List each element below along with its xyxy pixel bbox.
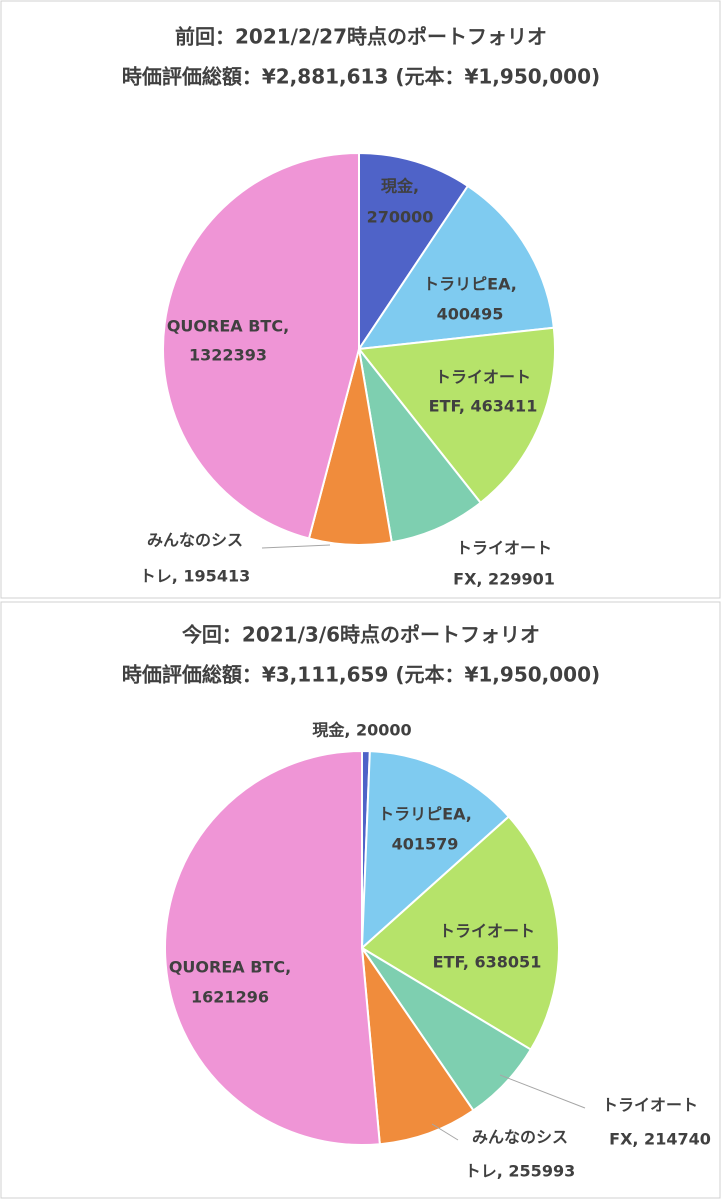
data-label: 1621296	[191, 988, 269, 1007]
leader-line	[499, 1074, 586, 1109]
data-label: トラリピEA,	[378, 805, 472, 824]
data-label: トライオート	[439, 922, 535, 941]
pie-slice	[358, 151, 470, 353]
data-label: 270000	[367, 208, 434, 227]
pie-slice	[360, 944, 475, 1146]
data-label: QUOREA BTC,	[167, 317, 289, 336]
data-label: ETF, 463411	[429, 397, 538, 416]
pie-slice	[360, 750, 511, 951]
data-label: トライオート	[435, 368, 531, 387]
pie-slice	[162, 151, 360, 540]
data-label: トライオート	[602, 1096, 698, 1115]
data-label: トライオート	[456, 539, 552, 558]
chart-title: 今回：2021/3/6時点のポートフォリオ	[182, 623, 540, 647]
data-label: 1322393	[189, 346, 267, 365]
data-label: QUOREA BTC,	[169, 958, 291, 977]
pie-slice	[164, 749, 381, 1146]
pie-slice	[358, 348, 482, 544]
data-label: 現金, 20000	[312, 721, 411, 740]
pie-slice	[360, 815, 560, 1051]
data-label: ETF, 638051	[433, 953, 542, 972]
data-label: トレ, 195413	[140, 567, 250, 586]
leader-line	[261, 544, 331, 549]
data-label: トレ, 255993	[465, 1162, 575, 1181]
pie-slice	[356, 184, 555, 351]
chart-title: 前回：2021/2/27時点のポートフォリオ	[175, 25, 547, 49]
data-label: FX, 214740	[609, 1130, 711, 1149]
data-label: 400495	[437, 305, 504, 324]
leader-line	[431, 1123, 459, 1141]
data-label: みんなのシス	[472, 1128, 568, 1147]
data-label: トラリピEA,	[423, 275, 517, 294]
data-label: FX, 229901	[453, 570, 555, 589]
data-label: みんなのシス	[147, 531, 243, 550]
chart-subtitle: 時価評価総額：¥3,111,659 (元本：¥1,950,000)	[122, 663, 600, 687]
data-label: 401579	[392, 835, 459, 854]
data-label: 現金,	[381, 177, 419, 196]
chart-subtitle: 時価評価総額：¥2,881,613 (元本：¥1,950,000)	[122, 65, 600, 89]
pie-slice	[357, 326, 556, 505]
